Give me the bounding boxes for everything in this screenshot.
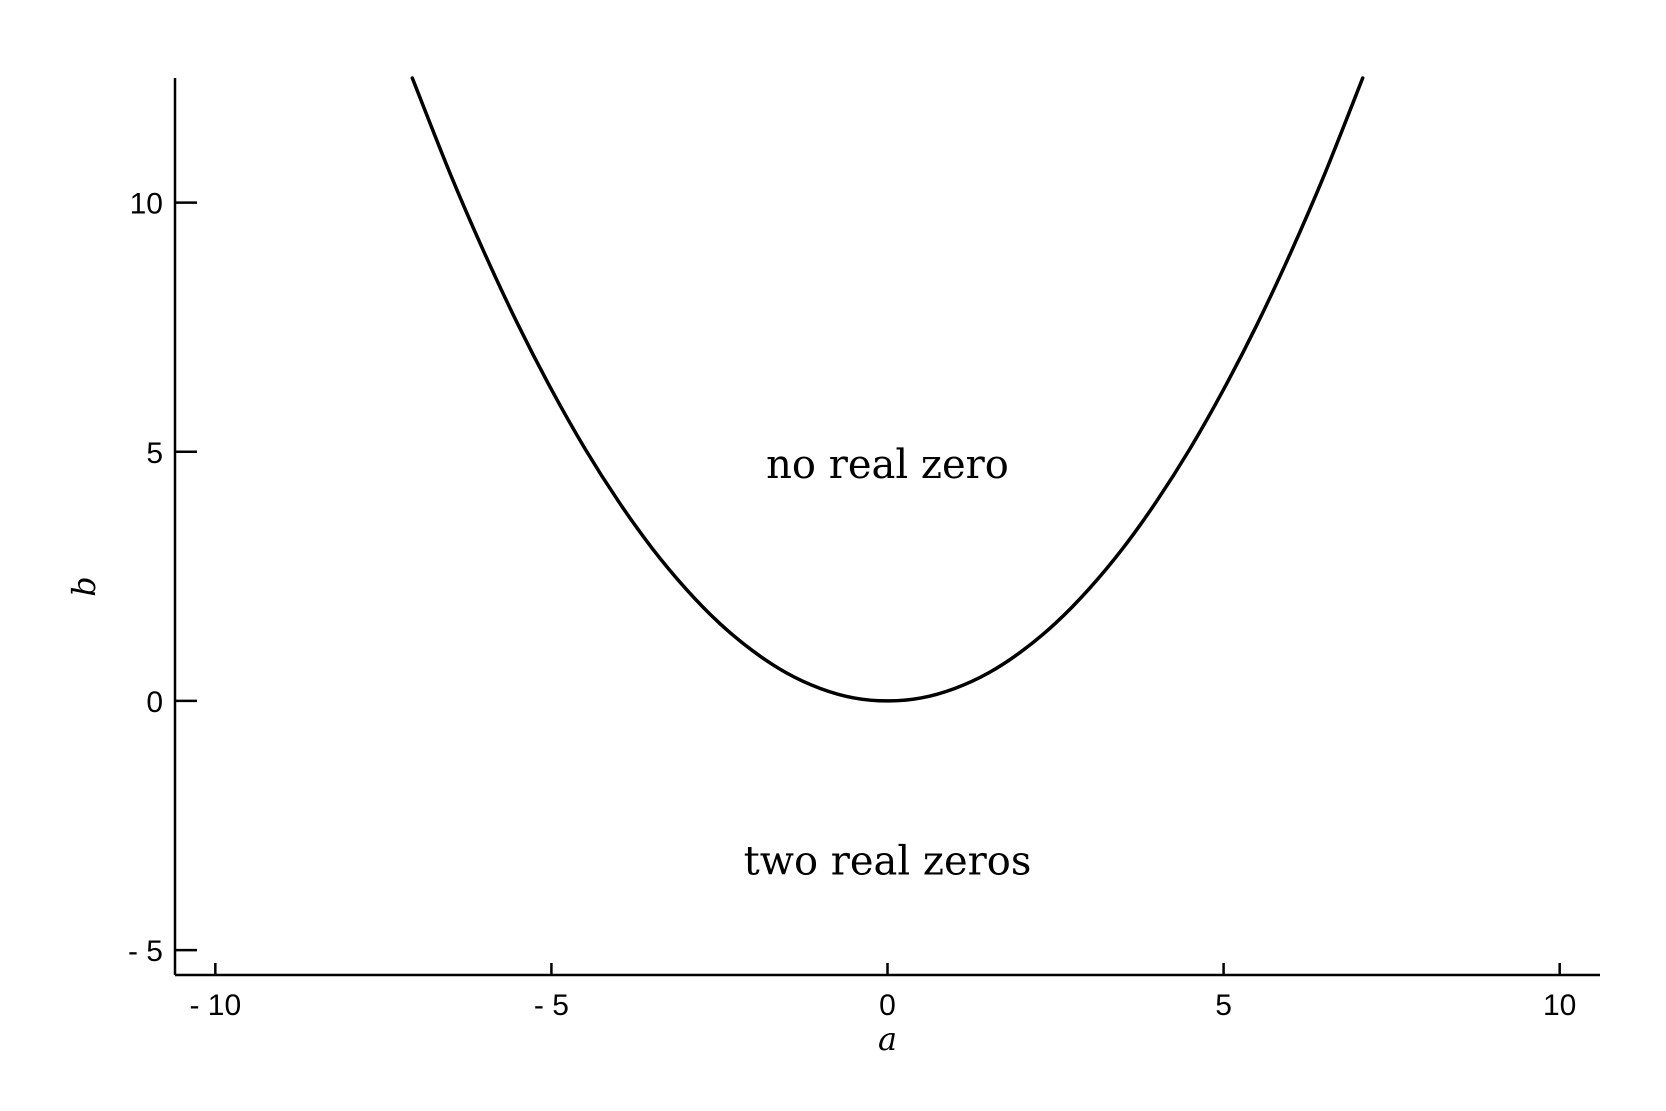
x-tick-label: 10 bbox=[1543, 989, 1576, 1022]
x-tick-label: - 5 bbox=[534, 989, 569, 1022]
x-tick-label: 5 bbox=[1215, 989, 1232, 1022]
x-axis-label: a bbox=[878, 1020, 897, 1058]
series-line bbox=[410, 76, 1365, 703]
y-tick-label: - 5 bbox=[128, 935, 163, 968]
region-annotation: no real zero bbox=[766, 442, 1009, 488]
y-tick-label: 5 bbox=[146, 437, 163, 470]
plot-area bbox=[410, 76, 1365, 703]
y-tick-label: 0 bbox=[146, 686, 163, 719]
x-axis-ticks: - 10 - 5 0 5 10 bbox=[189, 963, 1576, 1022]
region-annotation: two real zeros bbox=[744, 838, 1032, 884]
x-tick-label: - 10 bbox=[189, 989, 241, 1022]
x-tick-label: 0 bbox=[879, 989, 896, 1022]
y-axis-ticks: - 5 0 5 10 bbox=[128, 188, 197, 968]
y-axis-label: b bbox=[65, 576, 103, 596]
y-tick-label: 10 bbox=[130, 188, 163, 221]
annotations: no real zero two real zeros bbox=[744, 442, 1032, 884]
